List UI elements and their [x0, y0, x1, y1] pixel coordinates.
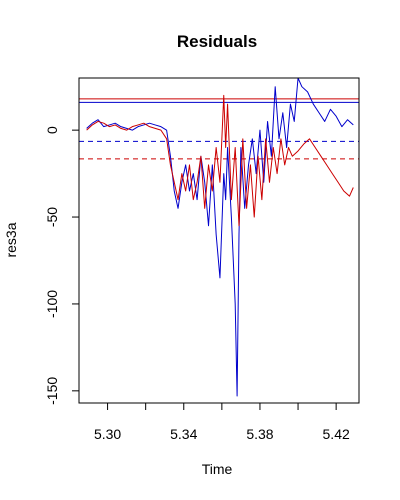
axes: 5.30 5.34 5.38 5.42 0 -50 -100 -150: [44, 126, 350, 442]
x-tick-label: 5.30: [94, 426, 121, 442]
x-axis-label: Time: [202, 461, 233, 477]
series-lines: [86, 78, 354, 397]
chart-title: Residuals: [177, 32, 257, 51]
y-tick-label: -50: [44, 207, 60, 227]
x-tick-label: 5.38: [246, 426, 273, 442]
x-tick-label: 5.42: [323, 426, 350, 442]
plot-frame: [78, 77, 360, 404]
y-tick-label: -100: [44, 290, 60, 318]
series-line-red: [86, 94, 354, 227]
y-axis-label: res3a: [3, 222, 19, 257]
series-line-blue: [86, 78, 354, 397]
y-tick-label: -150: [44, 377, 60, 405]
y-tick-label: 0: [44, 126, 60, 134]
x-tick-label: 5.34: [170, 426, 197, 442]
